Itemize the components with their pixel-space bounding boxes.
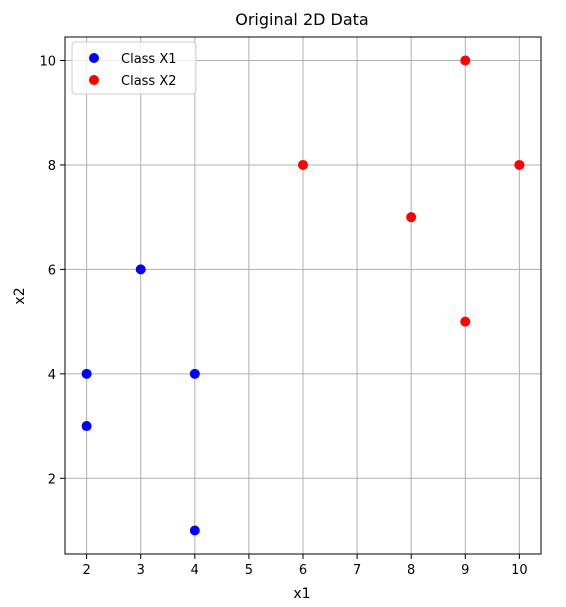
x-tick-label: 3: [137, 563, 145, 578]
y-tick-label: 4: [48, 368, 56, 383]
data-points: [81, 55, 525, 536]
data-point-series-2: [298, 159, 308, 170]
x-tick-label: 6: [299, 563, 307, 578]
data-point-series-2: [460, 316, 471, 327]
chart-title: Original 2D Data: [235, 10, 368, 29]
data-point-series-2: [460, 55, 471, 66]
x-tick-label: 9: [461, 563, 469, 578]
x-tick-label: 2: [82, 563, 90, 578]
data-point-series-1: [81, 421, 92, 432]
x-tick-label: 7: [353, 563, 361, 578]
data-point-series-1: [81, 368, 92, 379]
data-point-series-1: [189, 525, 200, 536]
legend-label: Class X2: [121, 74, 177, 89]
x-tick-label: 5: [245, 563, 253, 578]
grid-lines: [65, 37, 541, 554]
data-point-series-1: [189, 368, 200, 379]
data-point-series-2: [514, 159, 525, 170]
y-axis-label: x2: [12, 287, 28, 304]
y-axis-ticks: 2 4 6 8 10: [39, 55, 65, 487]
y-tick-label: 10: [39, 55, 56, 70]
x-axis-ticks: 2 3 4 5 6 7 8 9 10: [82, 554, 528, 578]
legend-frame: [71, 41, 197, 95]
x-tick-label: 10: [511, 563, 528, 578]
legend-marker: [89, 75, 99, 85]
legend-label: Class X1: [121, 52, 177, 67]
data-point-series-2: [406, 212, 417, 223]
x-tick-label: 8: [407, 563, 415, 578]
data-point-series-1: [135, 264, 146, 275]
legend-marker: [89, 53, 99, 63]
y-tick-label: 6: [48, 263, 56, 278]
legend: Class X1 Class X2: [71, 41, 197, 95]
y-tick-label: 2: [48, 472, 56, 487]
y-tick-label: 8: [48, 159, 56, 174]
x-axis-label: x1: [293, 586, 310, 602]
x-tick-label: 4: [191, 563, 199, 578]
